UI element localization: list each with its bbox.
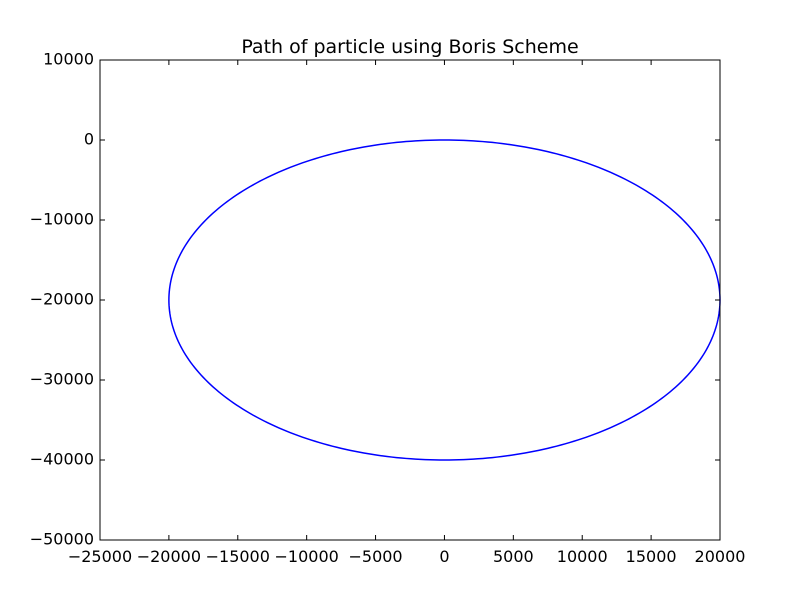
x-tick-label: −25000: [68, 547, 132, 566]
x-tick-label: 15000: [626, 547, 677, 566]
axes-frame: [99, 59, 721, 541]
series-path: [168, 139, 721, 461]
y-tick-label: −30000: [30, 370, 94, 389]
y-tick-label: 10000: [43, 50, 94, 69]
x-tick-label: −5000: [348, 547, 402, 566]
x-tick-label: 0: [439, 547, 449, 566]
plot-area: [100, 60, 720, 540]
y-tick-label: 0: [84, 130, 94, 149]
x-tick-label: −15000: [206, 547, 270, 566]
tick-labels-layer: −25000 −20000 −15000 −10000 −5000 0 5000 10000 1…: [30, 50, 746, 567]
y-tick-label: −20000: [30, 290, 94, 309]
y-tick-label: −10000: [30, 210, 94, 229]
x-tick-label: 20000: [695, 547, 746, 566]
y-tick-label: −40000: [30, 450, 94, 469]
x-tick-label: 5000: [493, 547, 534, 566]
y-tick-label: −50000: [30, 530, 94, 549]
chart-title: Path of particle using Boris Scheme: [241, 36, 578, 58]
x-tick-label: −10000: [275, 547, 339, 566]
x-tick-label: −20000: [137, 547, 201, 566]
x-tick-label: 10000: [557, 547, 608, 566]
